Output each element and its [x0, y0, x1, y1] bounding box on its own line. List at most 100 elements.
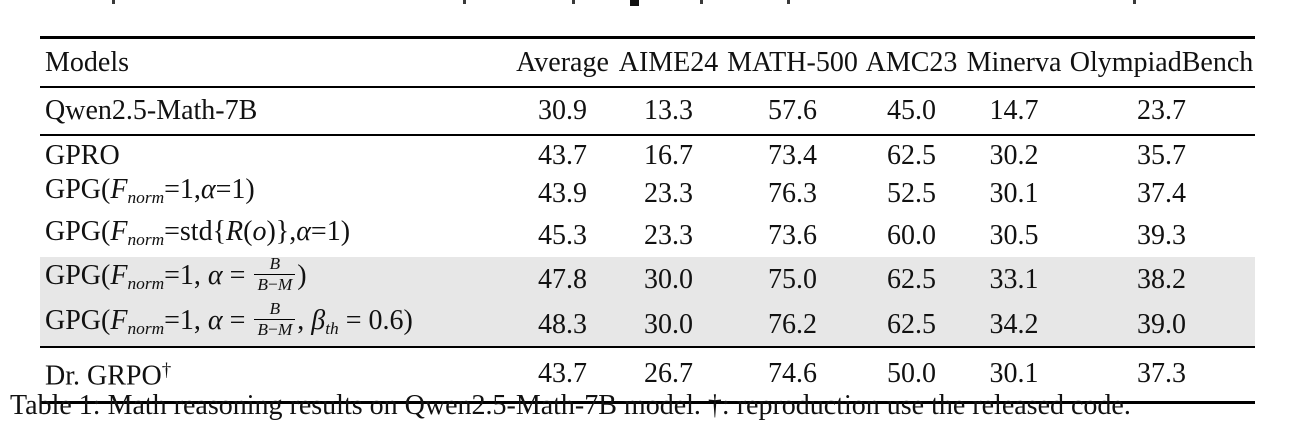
formula-segment: =std{ [164, 215, 227, 247]
table-row-gpg-frac: GPG(Fnorm=1, α = B B−M) 47.8 30.0 75.0 62… [40, 254, 1255, 302]
header-average: Average [510, 37, 615, 88]
cell-value: 43.7 [538, 358, 587, 390]
cell-value: 23.7 [1068, 87, 1255, 136]
formula-segment: − [268, 274, 278, 294]
model-label: GPG(Fnorm=1, α = B B−M) [40, 254, 510, 302]
formula-segment: ) [297, 259, 307, 291]
cell-value: 62.5 [863, 256, 960, 302]
cell-value: 62.5 [863, 301, 960, 349]
table-row-gpg-frac-beta: GPG(Fnorm=1, α = B B−M, βth = 0.6) 48.3 3… [40, 299, 1255, 349]
formula-segment: Dr. GRPO [45, 361, 162, 392]
table-caption: Table 1: Math reasoning results on Qwen2… [10, 390, 1131, 421]
cell-value: 60.0 [887, 219, 936, 251]
formula-segment: α [200, 174, 216, 205]
model-label: Qwen2.5-Math-7B [40, 87, 510, 136]
cell-value: 26.7 [644, 358, 693, 390]
table-row-gpg-std: GPG(Fnorm=std{R(o)},α=1) 45.3 23.3 73.6 … [40, 215, 1255, 257]
cell-value: 30.9 [510, 87, 615, 136]
formula-segment: =1, [164, 259, 208, 291]
cell-value: 38.2 [1068, 256, 1255, 302]
formula-segment: norm [127, 273, 165, 293]
cell-value: 16.7 [644, 140, 693, 171]
formula-segment: α [207, 259, 223, 291]
formula-segment: R [226, 215, 244, 247]
cell-value: 57.6 [722, 87, 863, 136]
formula-segment: =1) [310, 215, 351, 247]
formula-segment: norm [127, 187, 165, 207]
formula-segment: =1, [164, 174, 201, 205]
cell-value: 37.4 [1137, 177, 1186, 209]
cell-value: 52.5 [887, 177, 936, 209]
cell-value: 14.7 [960, 87, 1068, 136]
cropped-text-artifact [572, 0, 575, 4]
formula-segment: GPG( [45, 259, 111, 291]
formula-segment: B [269, 254, 281, 274]
cell-value: 13.3 [615, 87, 722, 136]
formula-segment: GPG( [45, 174, 111, 205]
fraction: B B−M [254, 299, 296, 339]
cropped-text-artifact [1133, 0, 1136, 4]
formula-segment: M [277, 274, 293, 294]
formula-segment: GPG( [45, 215, 111, 247]
results-table: Models Average AIME24 MATH-500 AMC23 Min… [40, 36, 1255, 404]
cell-value: 73.6 [768, 219, 817, 251]
cell-value: 47.8 [510, 256, 615, 302]
formula-segment: o [252, 215, 267, 247]
table-row-gpro: GPRO 43.7 16.7 73.4 62.5 30.2 35.7 [40, 135, 1255, 173]
formula-segment: F [110, 304, 128, 336]
cell-value: 23.3 [644, 219, 693, 251]
formula-segment: =1, [164, 304, 208, 336]
cell-value: 39.3 [1137, 219, 1186, 251]
formula-segment: Qwen2.5-Math-7B [45, 95, 258, 126]
cell-value: 76.3 [768, 177, 817, 209]
cell-value: 75.0 [722, 256, 863, 302]
cell-value: 76.2 [722, 301, 863, 349]
cell-value: 37.3 [1137, 358, 1186, 390]
header-row: Models Average AIME24 MATH-500 AMC23 Min… [40, 37, 1255, 88]
formula-segment: B [257, 319, 269, 339]
formula-segment: − [268, 319, 278, 339]
formula-segment: th [325, 318, 339, 338]
cell-value: 74.6 [768, 358, 817, 390]
header-math500: MATH-500 [722, 37, 863, 88]
formula-segment: )}, [266, 215, 297, 247]
cell-value: 30.0 [615, 301, 722, 349]
header-models: Models [40, 37, 510, 88]
cropped-text-artifact [112, 0, 115, 4]
cropped-text-artifact [787, 0, 790, 4]
header-amc23: AMC23 [863, 37, 960, 88]
formula-segment: M [277, 319, 293, 339]
formula-segment: α [296, 215, 311, 247]
formula-segment: GPRO [45, 140, 120, 171]
formula-segment: F [110, 259, 128, 291]
model-label: GPRO [40, 135, 510, 173]
table-row-qwen: Qwen2.5-Math-7B 30.9 13.3 57.6 45.0 14.7… [40, 87, 1255, 136]
cropped-text-artifact [700, 0, 703, 4]
formula-segment: norm [127, 318, 165, 338]
table-row-dr-grpo: Dr. GRPO† 43.7 26.7 74.6 50.0 30.1 37.3 [40, 347, 1255, 402]
formula-segment: B [269, 299, 281, 319]
formula-segment: norm [127, 229, 165, 249]
formula-segment: F [110, 174, 128, 205]
cell-value: 30.5 [989, 219, 1039, 251]
cell-value: 30.1 [989, 177, 1039, 209]
cropped-text-artifact [630, 0, 639, 6]
cell-value: 33.1 [960, 256, 1068, 302]
formula-segment: F [110, 215, 128, 247]
cell-value: 45.0 [863, 87, 960, 136]
header-aime24: AIME24 [615, 37, 722, 88]
cell-value: 30.2 [989, 140, 1039, 171]
model-label: Dr. GRPO† [40, 347, 510, 402]
fraction: B B−M [254, 254, 296, 294]
cell-value: 73.4 [768, 140, 817, 171]
formula-segment: GPG( [45, 304, 111, 336]
cell-value: 35.7 [1137, 140, 1186, 171]
formula-segment: β [311, 304, 326, 336]
header-minerva: Minerva [960, 37, 1068, 88]
cell-value: 34.2 [960, 301, 1068, 349]
cell-value: 30.0 [615, 256, 722, 302]
formula-segment: = [222, 304, 253, 336]
cell-value: 39.0 [1068, 301, 1255, 349]
header-olympiadbench: OlympiadBench [1068, 37, 1255, 88]
cell-value: 23.3 [644, 177, 693, 209]
